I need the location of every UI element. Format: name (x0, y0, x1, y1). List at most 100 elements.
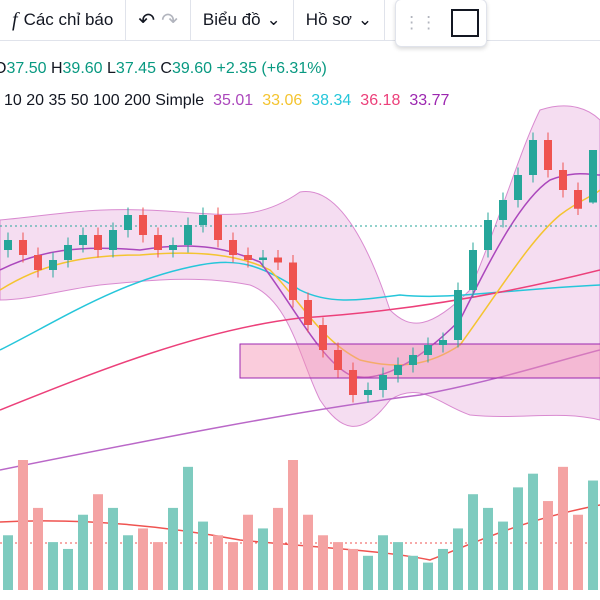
candle-body (529, 140, 537, 175)
candle-body (274, 257, 282, 263)
volume-bar (438, 548, 448, 590)
ma-line (0, 261, 600, 351)
candle-body (319, 325, 327, 350)
volume-bar (348, 548, 358, 590)
volume-bar (18, 460, 28, 590)
candle-body (424, 345, 432, 355)
candle-body (544, 140, 552, 170)
volume-bar (393, 542, 403, 590)
candle-body (484, 220, 492, 250)
volume-bar (33, 507, 43, 590)
volume-bar (273, 507, 283, 590)
candle-body (574, 190, 582, 209)
ma-value: 38.34 (311, 92, 352, 109)
volume-bar (513, 487, 523, 590)
profile-menu-label: Hồ sơ (305, 10, 352, 29)
candle-body (439, 340, 447, 345)
candle-body (34, 255, 42, 270)
chart-menu-label: Biểu đồ (202, 10, 261, 29)
value: 39.60 (171, 60, 213, 77)
volume-bar (168, 507, 178, 590)
volume-bar (423, 562, 433, 590)
change: +2.35 (+6.31%) (216, 60, 327, 77)
volume-bar (468, 494, 478, 590)
volume-bar (258, 528, 268, 590)
candle-body (124, 215, 132, 230)
volume-bar (573, 514, 583, 590)
candle-body (379, 375, 387, 390)
volume-bar (558, 466, 568, 590)
label: H (50, 60, 63, 77)
zone-box (239, 343, 600, 379)
candle-body (184, 225, 192, 245)
volume-bar (78, 514, 88, 590)
ma-line (0, 189, 600, 366)
candle-body (79, 235, 87, 245)
candle-body (349, 370, 357, 395)
volume-ma (0, 504, 600, 561)
label: C (160, 60, 172, 77)
value: 37.45 (115, 60, 156, 77)
indicators-button[interactable]: f Các chỉ báo (0, 0, 127, 40)
candle-body (364, 390, 372, 395)
volume-bar (483, 507, 493, 590)
volume-bar (318, 535, 328, 590)
candle-body (394, 365, 402, 375)
volume-bar (243, 514, 253, 590)
ma-value: 33.06 (262, 92, 303, 109)
volume-bar (123, 535, 133, 590)
candle-body (469, 250, 477, 290)
candle-body (334, 350, 342, 370)
ma-value: 35.01 (213, 92, 254, 109)
volume-bar (498, 521, 508, 590)
ma-line (0, 269, 600, 411)
ohlc-legend: O37.50 H39.60 L37.45 C39.60 +2.35 (+6.31… (0, 60, 327, 78)
undo-redo[interactable]: ↶ ↷ (126, 0, 191, 40)
indicators-label: Các chỉ báo (23, 10, 114, 29)
value: 37.50 (6, 60, 47, 77)
volume-bar (213, 535, 223, 590)
candle-body (154, 235, 162, 250)
candle-body (169, 245, 177, 250)
candle-body (199, 215, 207, 225)
toolbar: f Các chỉ báo ↶ ↷ Biểu đồ ⌄ Hồ sơ ⌄ ⋮⋮ (0, 0, 600, 47)
candle-body (304, 300, 312, 325)
candle-body (229, 240, 237, 255)
drawing-tools[interactable]: ⋮⋮ (395, 0, 488, 47)
volume-bar (138, 528, 148, 590)
ma-label: 10 20 35 50 100 200 Simple (4, 92, 205, 109)
volume-bar (333, 542, 343, 590)
ma-line (0, 349, 600, 471)
candle-body (514, 175, 522, 200)
ma-legend: 10 20 35 50 100 200 Simple 35.01 33.06 38.3… (4, 92, 449, 110)
volume-bar (48, 542, 58, 590)
volume-bar (303, 514, 313, 590)
volume-bar (288, 460, 298, 590)
label: O (0, 60, 7, 77)
candle-body (139, 215, 147, 235)
candle-body (4, 240, 12, 250)
volume-bar (3, 535, 13, 590)
candle-body (589, 150, 597, 203)
volume-bar (363, 555, 373, 590)
volume-bar (63, 548, 73, 590)
candle-body (499, 200, 507, 220)
volume-bar (93, 494, 103, 590)
candle-body (109, 230, 117, 250)
box-tool[interactable] (451, 9, 480, 37)
volume-bar (153, 542, 163, 590)
candle-body (559, 170, 567, 190)
ma-value: 36.18 (360, 92, 401, 109)
volume-bar (378, 535, 388, 590)
ma-line (0, 173, 600, 378)
candle-body (454, 290, 462, 340)
profile-menu[interactable]: Hồ sơ ⌄ (294, 0, 386, 40)
volume-bar (198, 521, 208, 590)
volume-bar (408, 555, 418, 590)
chart-menu[interactable]: Biểu đồ ⌄ (191, 0, 294, 40)
volume-bar (228, 542, 238, 590)
volume-bar (588, 480, 598, 590)
candle-body (289, 262, 297, 300)
